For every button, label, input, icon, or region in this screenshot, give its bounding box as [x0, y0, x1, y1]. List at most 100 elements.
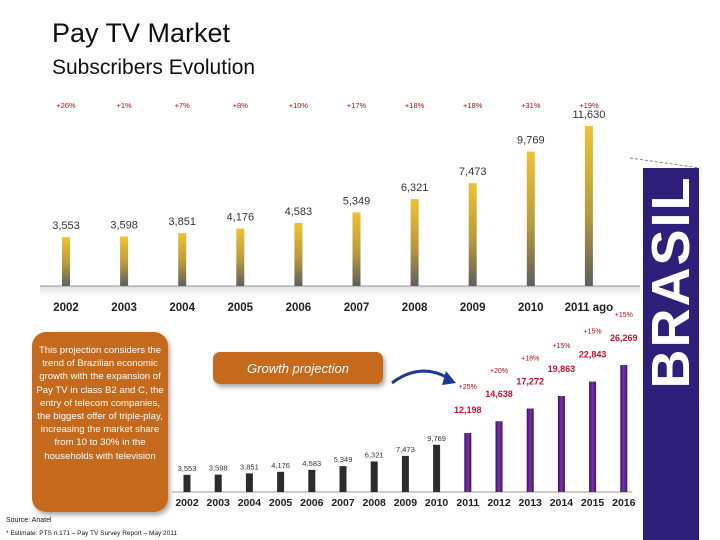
top-bar-2009 — [468, 183, 477, 286]
bottom-bar-2006 — [308, 469, 316, 492]
top-category-label: 2010 — [518, 302, 544, 314]
top-bar-2004 — [178, 233, 187, 286]
top-value-label: 3,598 — [110, 219, 138, 231]
bottom-value-label: 22,843 — [579, 350, 607, 360]
top-category-label: 2002 — [53, 302, 79, 314]
top-growth-label: +1% — [116, 101, 132, 110]
projection-note-text: This projection considers the trend of B… — [36, 345, 164, 462]
top-category-label: 2011 ago — [565, 302, 614, 314]
top-chart-baseline — [40, 286, 640, 296]
bottom-value-label: 9,769 — [427, 434, 446, 443]
top-category-label: 2003 — [111, 302, 137, 314]
bottom-category-label: 2002 — [175, 497, 199, 509]
growth-projection-box: Growth projection — [213, 352, 383, 384]
bottom-value-label: 3,553 — [178, 464, 197, 473]
growth-projection-label: Growth projection — [247, 361, 349, 376]
bottom-value-label: 3,851 — [240, 462, 259, 471]
top-growth-label: +26% — [56, 101, 76, 110]
bottom-category-label: 2009 — [394, 497, 418, 509]
bottom-bar-2015 — [589, 381, 597, 492]
bottom-bar-2014 — [557, 395, 565, 492]
top-bar-2011 ago — [584, 125, 593, 287]
bottom-value-label: 12,198 — [454, 405, 482, 415]
bottom-growth-label: +15% — [615, 312, 633, 319]
bottom-category-label: 2004 — [238, 497, 262, 509]
bottom-category-label: 2013 — [519, 497, 543, 509]
bottom-growth-label: +18% — [521, 356, 539, 363]
top-bar-2005 — [236, 228, 245, 286]
bottom-category-label: 2006 — [300, 497, 324, 509]
bottom-bar-2011 — [464, 433, 472, 492]
bottom-category-label: 2015 — [581, 497, 605, 509]
bottom-category-label: 2010 — [425, 497, 449, 509]
footnote: * Estimate: PTS n.171 – Pay TV Survey Re… — [6, 530, 178, 537]
source-note: Source: Anatel — [6, 517, 52, 524]
top-growth-label: +18% — [405, 101, 425, 110]
top-value-label: 9,769 — [517, 135, 545, 147]
bottom-bar-2002 — [183, 474, 191, 492]
top-value-label: 4,583 — [285, 206, 313, 218]
bottom-category-label: 2016 — [612, 497, 636, 509]
top-category-label: 2005 — [228, 302, 254, 314]
bottom-value-label: 14,638 — [485, 389, 513, 399]
top-bar-2003 — [120, 236, 129, 286]
top-category-label: 2006 — [286, 302, 312, 314]
bottom-value-label: 26,269 — [610, 333, 638, 343]
top-bar-2010 — [526, 151, 535, 286]
top-value-label: 4,176 — [227, 212, 255, 224]
bottom-bar-2013 — [526, 408, 534, 492]
decor-line — [629, 157, 701, 169]
top-growth-label: +8% — [233, 101, 249, 110]
top-value-label: 7,473 — [459, 166, 487, 178]
top-bar-2006 — [294, 222, 303, 286]
top-value-label: 3,851 — [168, 216, 196, 228]
top-category-label: 2009 — [460, 302, 486, 314]
top-category-label: 2008 — [402, 302, 428, 314]
bottom-value-label: 17,272 — [516, 377, 544, 387]
top-bar-2002 — [62, 237, 70, 286]
projection-note-box: This projection considers the trend of B… — [32, 332, 168, 512]
bottom-bar-2005 — [277, 471, 285, 492]
bottom-value-label: 6,321 — [365, 450, 384, 459]
bottom-value-label: 19,863 — [548, 364, 576, 374]
top-value-label: 3,553 — [52, 220, 80, 232]
bottom-category-label: 2008 — [363, 497, 387, 509]
bottom-value-label: 4,583 — [302, 459, 321, 468]
top-value-label: 11,630 — [572, 109, 605, 121]
top-category-label: 2007 — [344, 302, 370, 314]
country-band — [643, 168, 699, 540]
bottom-bar-2004 — [245, 473, 253, 492]
top-growth-label: +17% — [347, 101, 367, 110]
bottom-value-label: 7,473 — [396, 445, 415, 454]
bottom-bar-2007 — [339, 466, 347, 492]
top-growth-label: +10% — [289, 101, 309, 110]
bottom-category-label: 2011 — [456, 497, 479, 509]
top-bar-2007 — [352, 212, 361, 286]
top-growth-label: +31% — [521, 101, 541, 110]
projection-arrow — [391, 369, 449, 385]
top-growth-label: +18% — [463, 101, 483, 110]
page-subtitle: Subscribers Evolution — [52, 56, 256, 79]
bottom-bar-2008 — [370, 461, 378, 492]
bottom-category-label: 2005 — [269, 497, 293, 509]
projection-arrowhead — [442, 371, 456, 385]
top-growth-label: +7% — [175, 101, 191, 110]
top-growth-label: +19% — [579, 101, 599, 110]
bottom-value-label: 5,349 — [334, 455, 353, 464]
bottom-category-label: 2007 — [331, 497, 355, 509]
top-category-label: 2004 — [169, 302, 195, 314]
bottom-growth-label: +15% — [584, 329, 602, 336]
bottom-growth-label: +20% — [490, 368, 508, 375]
top-value-label: 6,321 — [401, 182, 429, 194]
bottom-growth-label: +15% — [552, 343, 570, 350]
bottom-value-label: 4,176 — [271, 461, 290, 470]
top-bar-2008 — [410, 199, 419, 286]
bottom-bar-2016 — [620, 365, 628, 492]
top-value-label: 5,349 — [343, 195, 371, 207]
bottom-value-label: 3,598 — [209, 464, 228, 473]
bottom-bar-2003 — [214, 474, 222, 492]
bottom-category-label: 2014 — [550, 497, 574, 509]
bottom-bar-2010 — [433, 444, 441, 492]
bottom-category-label: 2012 — [487, 497, 511, 509]
bottom-bar-2009 — [401, 455, 409, 492]
